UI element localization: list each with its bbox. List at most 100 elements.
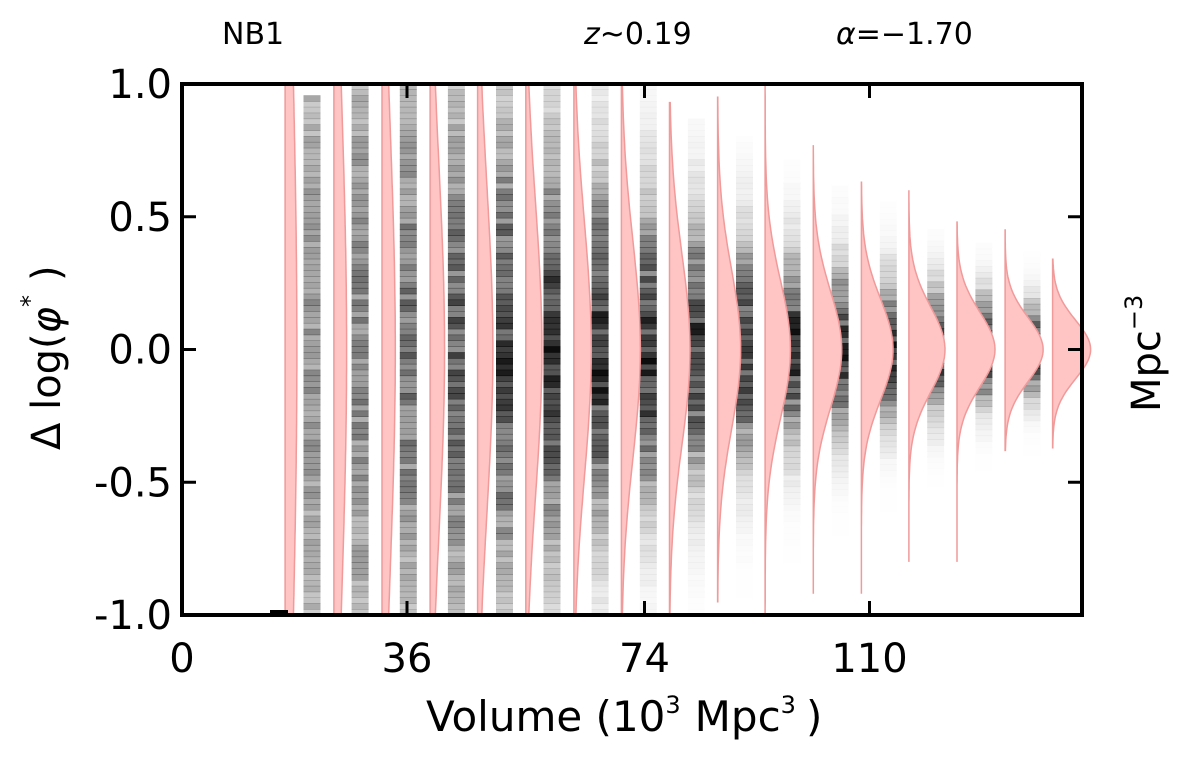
density-cell: [399, 375, 417, 382]
density-cell: [591, 486, 609, 493]
density-cell: [543, 504, 561, 511]
density-cell: [639, 194, 657, 201]
density-cell: [351, 229, 369, 236]
density-cell: [927, 269, 945, 277]
density-cell: [543, 433, 561, 441]
density-cell: [399, 369, 417, 377]
y-tick-label: -0.5: [94, 460, 172, 506]
density-cell: [303, 416, 321, 423]
density-cell: [784, 557, 801, 563]
density-cell: [832, 518, 849, 524]
density-cell: [399, 282, 417, 289]
density-cell: [399, 334, 417, 341]
density-cell: [447, 428, 465, 435]
density-cell: [783, 247, 801, 254]
density-cell: [496, 498, 513, 505]
density-cell: [399, 527, 417, 534]
density-cell: [447, 381, 465, 388]
density-cell: [303, 387, 321, 394]
density-cell: [831, 313, 849, 321]
density-cell: [639, 276, 657, 283]
density-cell: [399, 106, 417, 114]
density-cell: [975, 289, 993, 296]
density-cell: [496, 200, 513, 207]
density-cell: [783, 486, 801, 493]
density-cell: [736, 551, 753, 557]
density-cell: [736, 568, 753, 574]
density-cell: [927, 521, 944, 527]
density-cell: [351, 252, 369, 260]
density-cell: [927, 241, 944, 247]
density-cell: [447, 504, 465, 511]
density-cell: [496, 264, 513, 271]
density-cell: [447, 206, 465, 213]
density-cell: [687, 533, 705, 540]
density-cell: [784, 522, 801, 528]
density-cell: [975, 243, 992, 249]
density-cell: [591, 387, 609, 394]
density-cell: [399, 568, 417, 575]
density-cell: [784, 194, 801, 200]
density-cell: [640, 95, 657, 101]
density-column: [303, 95, 321, 616]
density-cell: [399, 433, 417, 441]
density-cell: [831, 255, 849, 262]
density-cell: [399, 171, 417, 178]
density-cell: [688, 124, 705, 130]
density-cell: [496, 469, 513, 476]
density-cell: [687, 206, 705, 213]
density-cell: [351, 141, 369, 149]
density-cell: [351, 95, 369, 102]
density-cell: [447, 334, 465, 341]
density-cell: [303, 270, 321, 277]
density-cell: [687, 287, 705, 295]
density-cell: [591, 457, 609, 464]
density-cell: [591, 469, 609, 476]
density-column: [927, 241, 945, 527]
density-cell: [496, 521, 513, 528]
density-cell: [831, 232, 849, 239]
density-cell: [831, 424, 849, 432]
density-cell: [496, 544, 513, 552]
density-cell: [591, 597, 609, 604]
density-cell: [879, 394, 897, 401]
density-cell: [351, 451, 369, 458]
density-cell: [831, 459, 849, 467]
density-cell: [783, 463, 801, 470]
density-cell: [591, 445, 609, 452]
density-cell: [639, 229, 657, 236]
density-cell: [832, 577, 849, 583]
density-cell: [591, 241, 609, 248]
density-cell: [303, 130, 321, 137]
density-cell: [832, 565, 849, 571]
density-cell: [784, 533, 801, 539]
density-cell: [880, 552, 897, 558]
density-cell: [447, 486, 465, 493]
density-cell: [351, 241, 369, 248]
density-cell: [303, 136, 321, 143]
density-cell: [687, 515, 705, 523]
density-cell: [496, 422, 513, 429]
density-cell: [1023, 303, 1041, 311]
density-cell: [447, 147, 465, 155]
density-cell: [784, 189, 801, 195]
density-cell: [687, 194, 705, 201]
density-cell: [687, 171, 705, 178]
density-cell: [1024, 432, 1041, 438]
density-cell: [927, 398, 945, 405]
density-cell: [543, 299, 561, 306]
density-cell: [447, 574, 465, 581]
density-cell: [688, 130, 705, 136]
density-cell: [543, 258, 561, 266]
density-cell: [496, 83, 513, 90]
density-cell: [591, 393, 609, 400]
density-cell: [303, 498, 321, 505]
density-cell: [687, 556, 705, 563]
density-cell: [399, 358, 417, 365]
density-cell: [543, 159, 561, 166]
density-cell: [831, 278, 849, 286]
density-cell: [543, 369, 561, 377]
density-cell: [543, 381, 561, 388]
density-cell: [639, 469, 657, 476]
density-cell: [543, 101, 561, 108]
